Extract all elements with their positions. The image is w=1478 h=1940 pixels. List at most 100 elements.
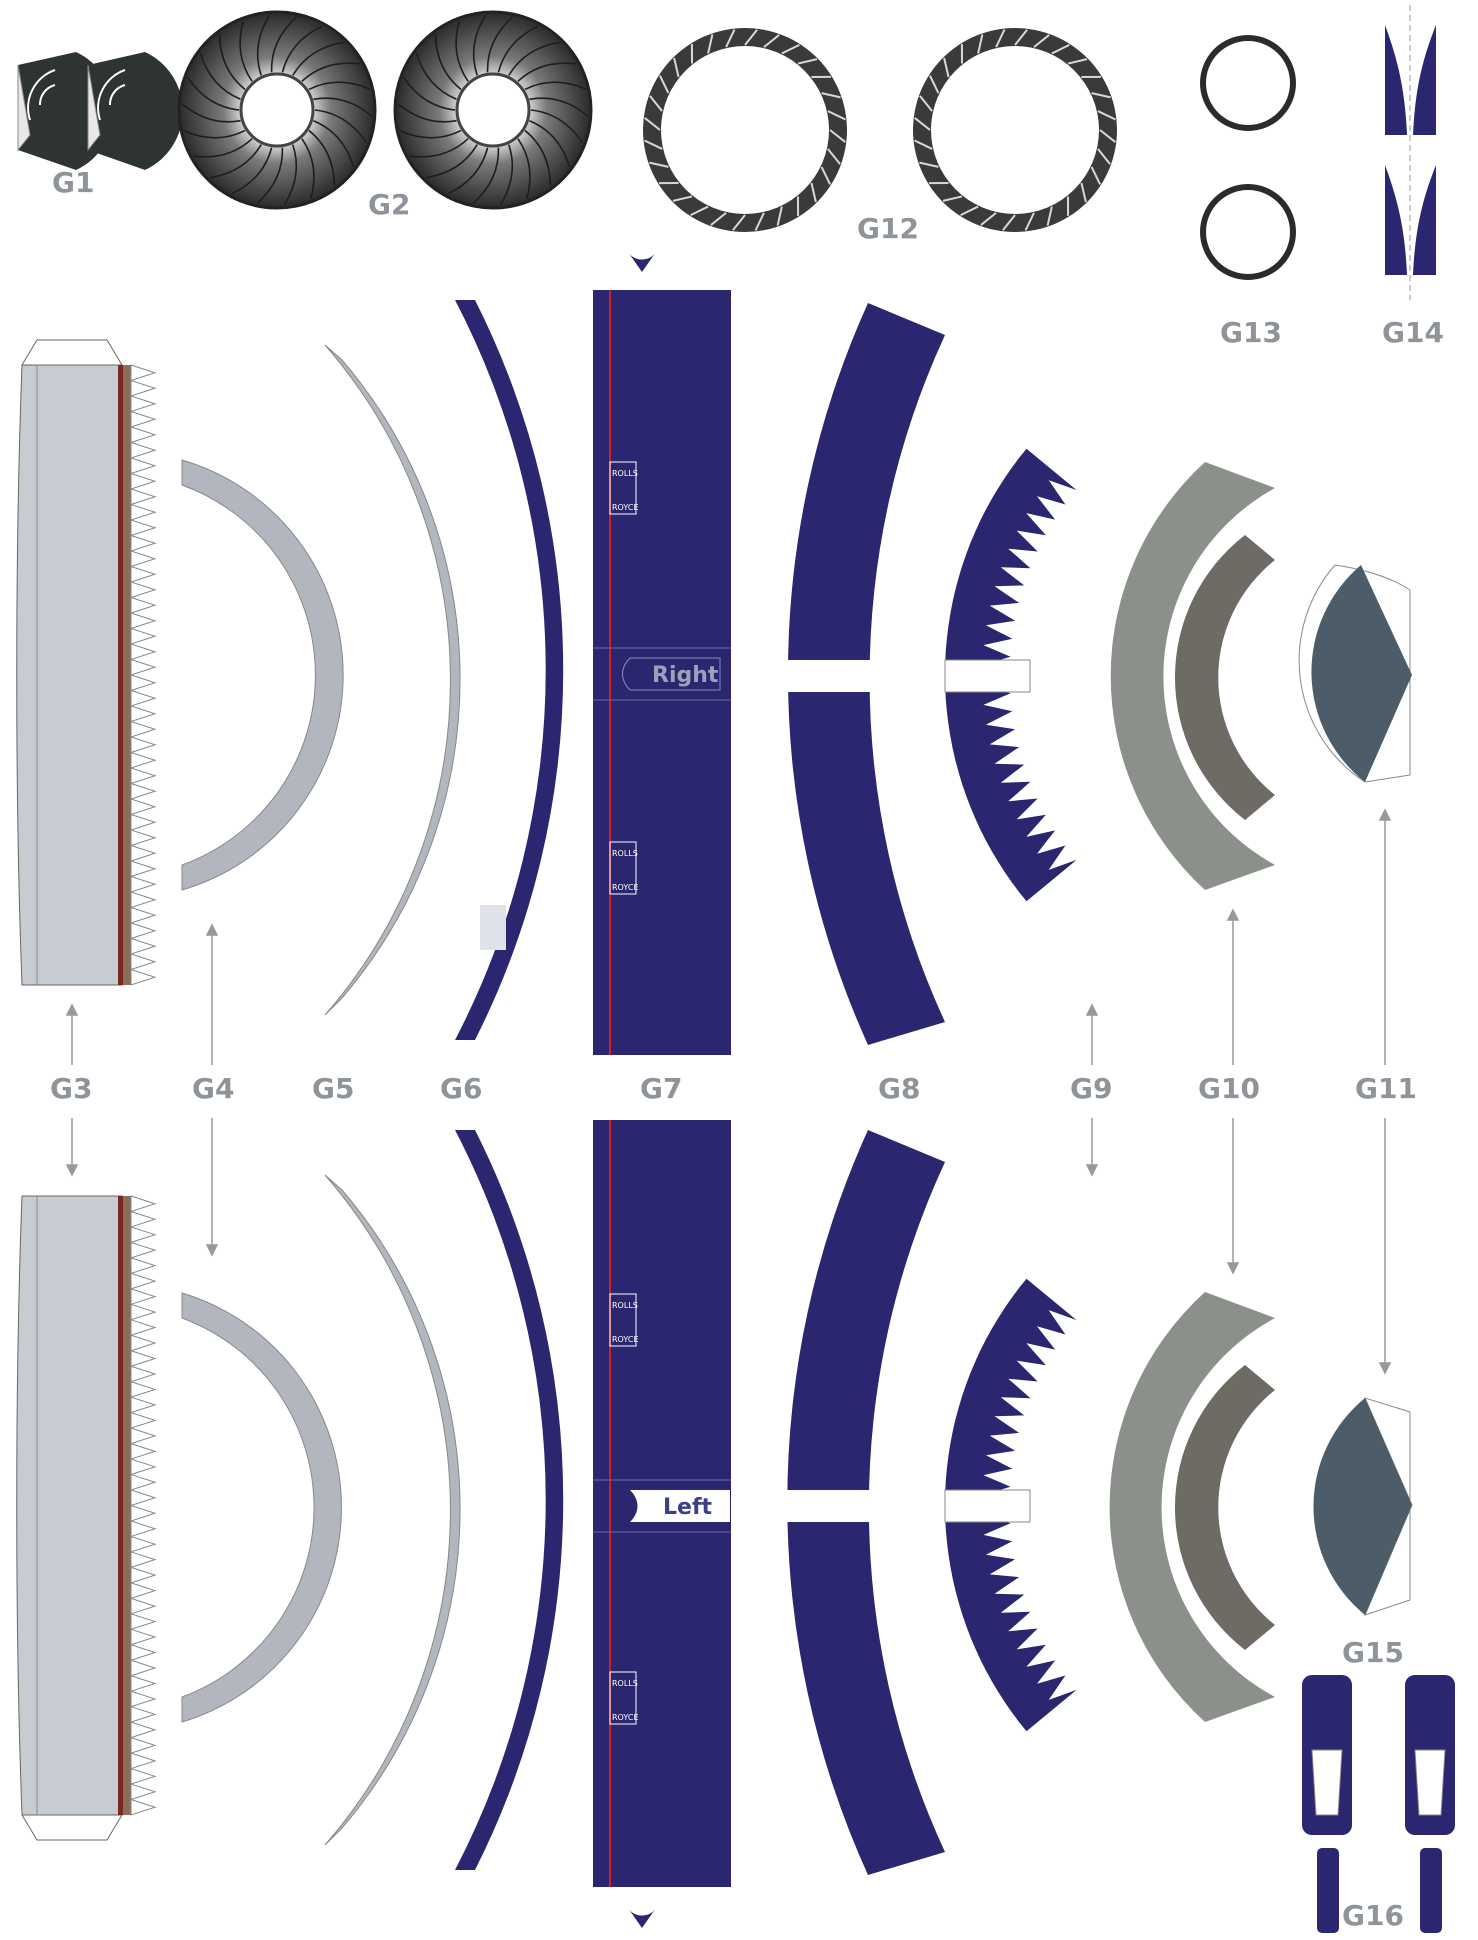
fan-blade [301, 138, 315, 199]
fan-blade [409, 138, 469, 158]
svg-text:ROLLS: ROLLS [612, 1679, 638, 1688]
ring-vane [763, 34, 780, 48]
part-g11-upper [1298, 564, 1412, 783]
fan-blade [517, 138, 531, 199]
ring-vane [1014, 29, 1028, 46]
part-g4-arc-upper [181, 459, 344, 891]
fan-blade [313, 119, 355, 167]
fan-blade [455, 21, 469, 82]
fan-blade [181, 103, 241, 123]
notch-top [628, 252, 656, 272]
label-g3: G3 [50, 1072, 92, 1105]
svg-text:ROLLS: ROLLS [612, 469, 638, 478]
ring-vane [744, 29, 758, 46]
ring-vane [781, 44, 800, 55]
fan-blade [447, 147, 489, 195]
brand-logo-lower-2: ROLLS ROYCE [609, 1671, 639, 1725]
ring-vane [914, 117, 931, 131]
fan-blade [281, 25, 323, 73]
ring-vane [649, 161, 669, 168]
ring-vane [732, 214, 746, 231]
fan-blade [472, 14, 487, 76]
ring-vane [977, 34, 984, 54]
label-g10: G10 [1198, 1072, 1260, 1105]
ring-vane [1091, 92, 1111, 99]
brand-logo-lower-1: ROLLS ROYCE [609, 1293, 639, 1347]
ring-vane [707, 34, 714, 54]
ring-vane [929, 75, 940, 94]
g8-gap-lower [787, 1490, 875, 1522]
ring-vane [914, 139, 933, 150]
ring-vane [672, 195, 693, 202]
fan-blade [218, 34, 246, 91]
ring-vane [644, 117, 661, 131]
fan-blade [270, 16, 298, 73]
fan-blade [529, 119, 571, 167]
label-g2: G2 [368, 188, 410, 221]
ring-vane [649, 95, 663, 112]
label-g13: G13 [1220, 316, 1282, 349]
ring-vane [776, 206, 783, 226]
ring-vane [829, 129, 846, 143]
part-g9-toothed-arc-lower [945, 1278, 1077, 1732]
ring-vane [1080, 182, 1087, 203]
part-g2-fan-discs [177, 10, 593, 210]
fan-blade [283, 144, 298, 206]
ring-vane [942, 195, 963, 202]
fan-blade [239, 21, 253, 82]
fan-blade [499, 144, 514, 206]
ring-vane [754, 212, 765, 231]
ring-vane [821, 92, 841, 99]
part-g6-arc-lower [455, 1130, 564, 1870]
label-g12: G12 [857, 212, 919, 245]
fan-blade [403, 76, 456, 111]
ring-vane [995, 29, 1006, 48]
fan-blade [292, 41, 344, 76]
fan-blade [415, 53, 457, 101]
ring-vane [673, 57, 680, 78]
part-g16-pieces [1302, 1675, 1455, 1933]
part-g5-arc-lower [324, 1174, 461, 1846]
part-g11-lower [1313, 1397, 1413, 1616]
ring-vane [1046, 206, 1053, 226]
part-g10-lower [1109, 1292, 1275, 1722]
ring-vane [1033, 34, 1050, 48]
part-g14-pylons [1385, 5, 1436, 300]
upper-set: Right ROLLS ROYCE ROLLS ROYCE [16, 252, 1412, 1055]
g8-gap-upper [787, 660, 875, 692]
fan-blade [308, 129, 336, 186]
ring-vane [919, 161, 939, 168]
ring-vane [1067, 58, 1088, 65]
fan-blade [524, 129, 552, 186]
fan-blade [529, 97, 589, 117]
fan-blade [397, 103, 457, 123]
part-g9-toothed-arc-upper [945, 448, 1077, 902]
part-g5-arc-upper [324, 344, 461, 1016]
ring-vane [1097, 110, 1116, 121]
label-g6: G6 [440, 1072, 482, 1105]
ring-vane [725, 29, 736, 48]
ring-vane [980, 212, 997, 226]
svg-text:ROYCE: ROYCE [612, 883, 639, 892]
notch-bottom [628, 1908, 656, 1928]
part-g12-rings [643, 28, 1117, 232]
ring-vane [960, 205, 979, 216]
g9-gap-upper [944, 659, 1031, 693]
ring-vane [797, 58, 818, 65]
svg-text:ROYCE: ROYCE [612, 503, 639, 512]
fan-blade [193, 138, 253, 158]
side-label-left: Left [663, 1495, 713, 1520]
ring-vane [690, 205, 709, 216]
ring-vane [1090, 166, 1101, 185]
part-g6-arc-upper [455, 300, 564, 1040]
part-g3-strip-lower [16, 1195, 157, 1841]
svg-text:ROLLS: ROLLS [612, 1301, 638, 1310]
part-g4-arc-lower [181, 1292, 342, 1723]
g9-gap-lower [944, 1489, 1031, 1523]
svg-text:ROYCE: ROYCE [612, 1335, 639, 1344]
fan-blade [517, 62, 577, 82]
fan-blade [472, 147, 500, 204]
ring-vane [919, 95, 933, 112]
fan-blade [497, 25, 539, 73]
